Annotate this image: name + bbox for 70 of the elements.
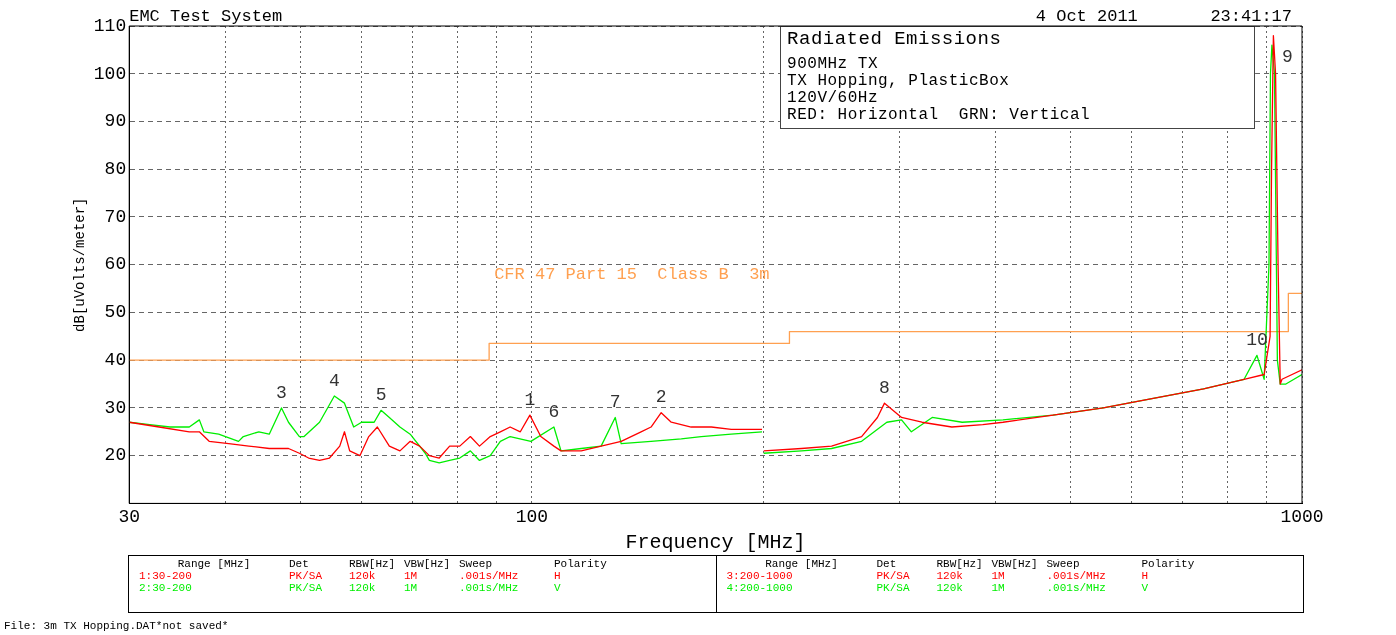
text: H [1141,570,1150,582]
text: Det [876,558,898,570]
text: .001s/MHz [459,570,520,582]
text: 1M [404,582,419,594]
annotation: Radiated Emissions [787,28,1003,50]
annotation: TX Hopping, PlasticBox [787,72,1011,90]
x-tick-label: 30 [118,506,141,527]
text: PK/SA [289,582,323,594]
text: 120k [349,570,377,582]
annotation: 2 [655,387,667,408]
text: .001s/MHz [459,582,520,594]
y-tick-label: 100 [93,63,127,84]
y-tick-label: 20 [104,445,127,466]
text: PK/SA [876,570,911,582]
text: 1M [404,570,419,582]
text: 2:30-200 [139,582,193,594]
text: RBW[Hz] [349,558,397,570]
text: 1M [991,570,1006,582]
y-tick-label: 50 [104,302,127,323]
y-tick-label: 70 [104,206,127,227]
x-tick-label: 1000 [1280,506,1324,527]
text: 1M [991,582,1006,594]
text: 3:200-1000 [726,570,794,582]
y-tick-label: 110 [93,15,127,36]
y-tick-label: 60 [104,254,127,275]
text: 120k [936,582,964,594]
text: Polarity [554,558,608,570]
x-axis-title: Frequency [MHz] [625,531,806,555]
annotation: RED: Horizontal GRN: Vertical [787,106,1092,124]
text: PK/SA [876,582,911,594]
text: V [1141,582,1150,594]
text: .001s/MHz [1046,570,1107,582]
text: VBW[Hz] [404,558,452,570]
annotation: 9 [1281,46,1293,67]
chart-title: EMC Test System [129,7,283,26]
text: Polarity [1141,558,1196,570]
text: 4:200-1000 [726,582,794,594]
text: RBW[Hz] [936,558,984,570]
text: H [554,570,562,582]
text: CFR 47 Part 15 Class B 3m [494,265,770,285]
text: Sweep [459,558,493,570]
annotation: 900MHz TX [787,55,879,73]
annotation: 8 [879,377,890,398]
text: 120k [349,582,377,594]
text: 120k [936,570,964,582]
text: Range [MHz] [764,558,839,570]
y-axis-title: dB[uVolts/meter] [72,197,89,332]
annotation: 7 [609,392,621,413]
y-tick-label: 30 [104,397,127,418]
text: 1:30-200 [139,570,193,582]
y-tick-label: 80 [104,158,127,179]
text: Range [MHz] [176,558,252,570]
text: Det [289,558,310,570]
text: V [554,582,562,594]
y-tick-label: 40 [104,349,127,370]
text: PK/SA [289,570,323,582]
text: Sweep [1046,558,1081,570]
annotation: 5 [375,385,387,406]
text: VBW[Hz] [991,558,1039,570]
annotation: 1 [524,389,536,410]
y-tick-label: 90 [104,111,127,132]
text: 23:41:17 [1210,7,1292,26]
annotation: 4 [328,370,340,391]
annotation: 120V/60Hz [787,89,879,107]
annotation: 3 [276,382,287,403]
text: 4 Oct 2011 [1035,7,1138,26]
annotation: 6 [548,401,560,422]
x-tick-label: 100 [515,506,549,527]
text: File: 3m TX Hopping.DAT*not saved* [4,620,229,632]
text: .001s/MHz [1046,582,1107,594]
